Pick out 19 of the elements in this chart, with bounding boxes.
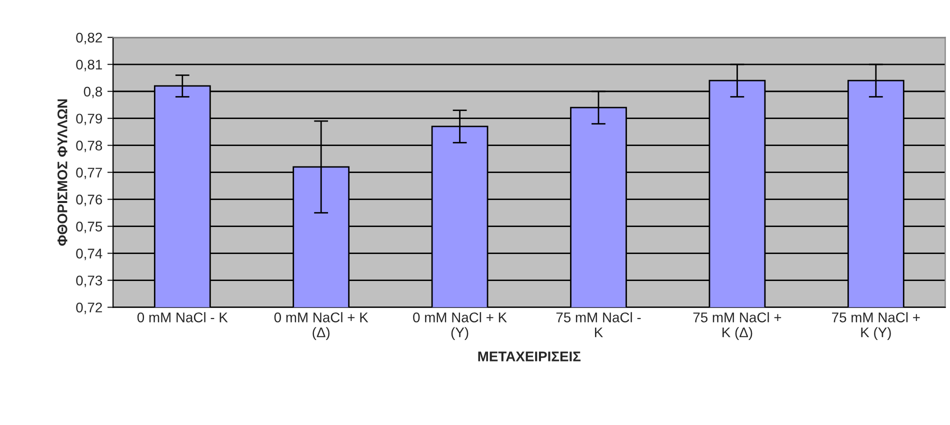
y-tick-label: 0,8 <box>84 86 102 98</box>
y-tick-label: 0,79 <box>76 114 102 126</box>
x-tick-label: 0 mM NaCl + K (Y) <box>413 312 507 340</box>
x-tick-label: 0 mM NaCl - K <box>137 312 228 322</box>
y-tick-label: 0,76 <box>76 194 102 206</box>
y-tick-label: 0,72 <box>76 302 102 314</box>
y-tick-label: 0,77 <box>76 168 102 180</box>
x-tick-label: 75 mM NaCl + K (Δ) <box>693 312 782 340</box>
x-tick-label: 0 mM NaCl + K (Δ) <box>274 312 368 340</box>
x-tick-label: 75 mM NaCl + K (Y) <box>832 312 920 340</box>
y-tick-label: 0,75 <box>76 222 102 234</box>
y-axis-title: ΦΘΟΡΙΣΜΟΣ ΦΥΛΛΩΝ <box>57 99 68 246</box>
y-tick-label: 0,74 <box>76 248 102 260</box>
x-tick-label: 75 mM NaCl - K <box>556 312 641 338</box>
y-tick-label: 0,78 <box>76 140 102 152</box>
y-tick-label: 0,81 <box>76 60 102 72</box>
y-tick-label: 0,73 <box>76 276 102 288</box>
y-tick-label: 0,82 <box>76 32 102 44</box>
x-axis-title: ΜΕΤΑΧΕΙΡΙΣΕΙΣ <box>478 352 581 362</box>
